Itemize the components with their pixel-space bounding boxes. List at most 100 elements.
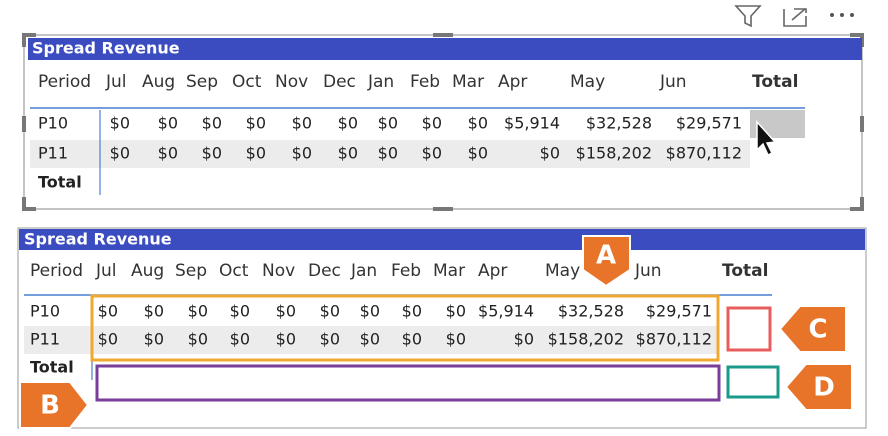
cell-value: $158,202: [576, 144, 652, 163]
visual-title: Spread Revenue: [32, 39, 180, 58]
column-header: Oct: [232, 72, 262, 92]
column-header: Mar: [452, 72, 484, 92]
cell-value: $0: [110, 114, 130, 133]
cell-value: $29,571: [646, 302, 712, 321]
box-c: [726, 306, 772, 352]
row-label: P11: [38, 144, 68, 163]
cell-value: $0: [378, 114, 398, 133]
column-header: Total: [722, 261, 768, 281]
cell-value: $0: [188, 330, 208, 349]
cell-value: $0: [514, 330, 534, 349]
row-label: P11: [30, 330, 60, 349]
focus-mode-icon[interactable]: [783, 8, 807, 27]
visual-frame: [17, 227, 867, 429]
cell-value: $0: [468, 114, 488, 133]
cell-value: $0: [292, 114, 312, 133]
column-header: Aug: [131, 261, 164, 281]
column-header: Nov: [275, 72, 308, 92]
column-header: May: [545, 261, 580, 281]
cell-value: $0: [276, 302, 296, 321]
column-header: Period: [38, 72, 91, 92]
callout-a-shape: [582, 235, 631, 288]
column-header: May: [570, 72, 605, 92]
column-header: Nov: [262, 261, 295, 281]
column-header: Jan: [350, 261, 377, 281]
box-b: [95, 364, 721, 402]
cell-value: $0: [360, 330, 380, 349]
cell-value: $0: [338, 144, 358, 163]
column-header: Aug: [142, 72, 175, 92]
total-row-label: Total: [30, 358, 74, 377]
cell-value: $0: [338, 114, 358, 133]
cell-value: $0: [230, 330, 250, 349]
column-header: Total: [752, 72, 798, 92]
more-options-icon[interactable]: [830, 13, 854, 17]
cell-value: $0: [468, 144, 488, 163]
cell-value: $0: [188, 302, 208, 321]
cell-value: $0: [292, 144, 312, 163]
column-header: Jun: [659, 72, 687, 92]
cell-value: $0: [144, 330, 164, 349]
column-header: Jul: [105, 72, 127, 92]
cell-value: $0: [402, 330, 422, 349]
column-header: Dec: [308, 261, 341, 281]
callout-d-shape: [784, 363, 853, 411]
title-bar: [19, 229, 865, 250]
cell-value: $0: [422, 144, 442, 163]
column-header: Jun: [634, 261, 662, 281]
column-header: Jan: [367, 72, 394, 92]
box-a: [90, 294, 720, 362]
callout-b-shape: [19, 381, 90, 429]
callout-b: B: [40, 391, 60, 421]
callout-c: C: [808, 315, 827, 345]
column-header: Period: [30, 261, 83, 281]
callout-c-shape: [778, 305, 847, 353]
cell-value: $0: [446, 302, 466, 321]
cell-value: $0: [98, 302, 118, 321]
cell-value: $0: [144, 302, 164, 321]
cell-value: $32,528: [586, 114, 652, 133]
cell-value: $0: [246, 144, 266, 163]
column-header: Apr: [498, 72, 527, 92]
cell-value: $158,202: [548, 330, 624, 349]
column-header: Dec: [323, 72, 356, 92]
cell-value: $0: [110, 144, 130, 163]
row-label: P10: [38, 114, 68, 133]
cell-value: $0: [422, 114, 442, 133]
cell-value: $870,112: [666, 144, 742, 163]
cell-value: $5,914: [478, 302, 534, 321]
cell-value: $0: [202, 114, 222, 133]
title-bar: [28, 38, 862, 60]
cell-value: $0: [446, 330, 466, 349]
cell-value: $29,571: [676, 114, 742, 133]
cell-value: $0: [402, 302, 422, 321]
cell-value: $0: [540, 144, 560, 163]
row-shade: [30, 140, 750, 168]
total-row-label: Total: [38, 173, 82, 192]
column-header: Jul: [95, 261, 117, 281]
filter-icon[interactable]: [734, 5, 762, 28]
cell-value: $870,112: [636, 330, 712, 349]
callout-a: A: [596, 241, 616, 271]
column-header: Mar: [433, 261, 465, 281]
column-header: Oct: [219, 261, 249, 281]
column-header: Feb: [391, 261, 421, 281]
row-label: P10: [30, 302, 60, 321]
cell-value: $0: [98, 330, 118, 349]
column-header: Sep: [186, 72, 218, 92]
cell-value: $0: [158, 114, 178, 133]
cell-value: $0: [158, 144, 178, 163]
column-header: Sep: [175, 261, 207, 281]
cell-value: $0: [320, 330, 340, 349]
cell-value: $5,914: [504, 114, 560, 133]
cell-value: $0: [202, 144, 222, 163]
cell-value: $0: [276, 330, 296, 349]
mouse-cursor: [756, 120, 777, 157]
box-d: [726, 365, 780, 399]
row-shade: [24, 326, 718, 354]
cell-value: $0: [320, 302, 340, 321]
column-header: Apr: [478, 261, 507, 281]
cell-value: $0: [246, 114, 266, 133]
cell-value: $0: [360, 302, 380, 321]
